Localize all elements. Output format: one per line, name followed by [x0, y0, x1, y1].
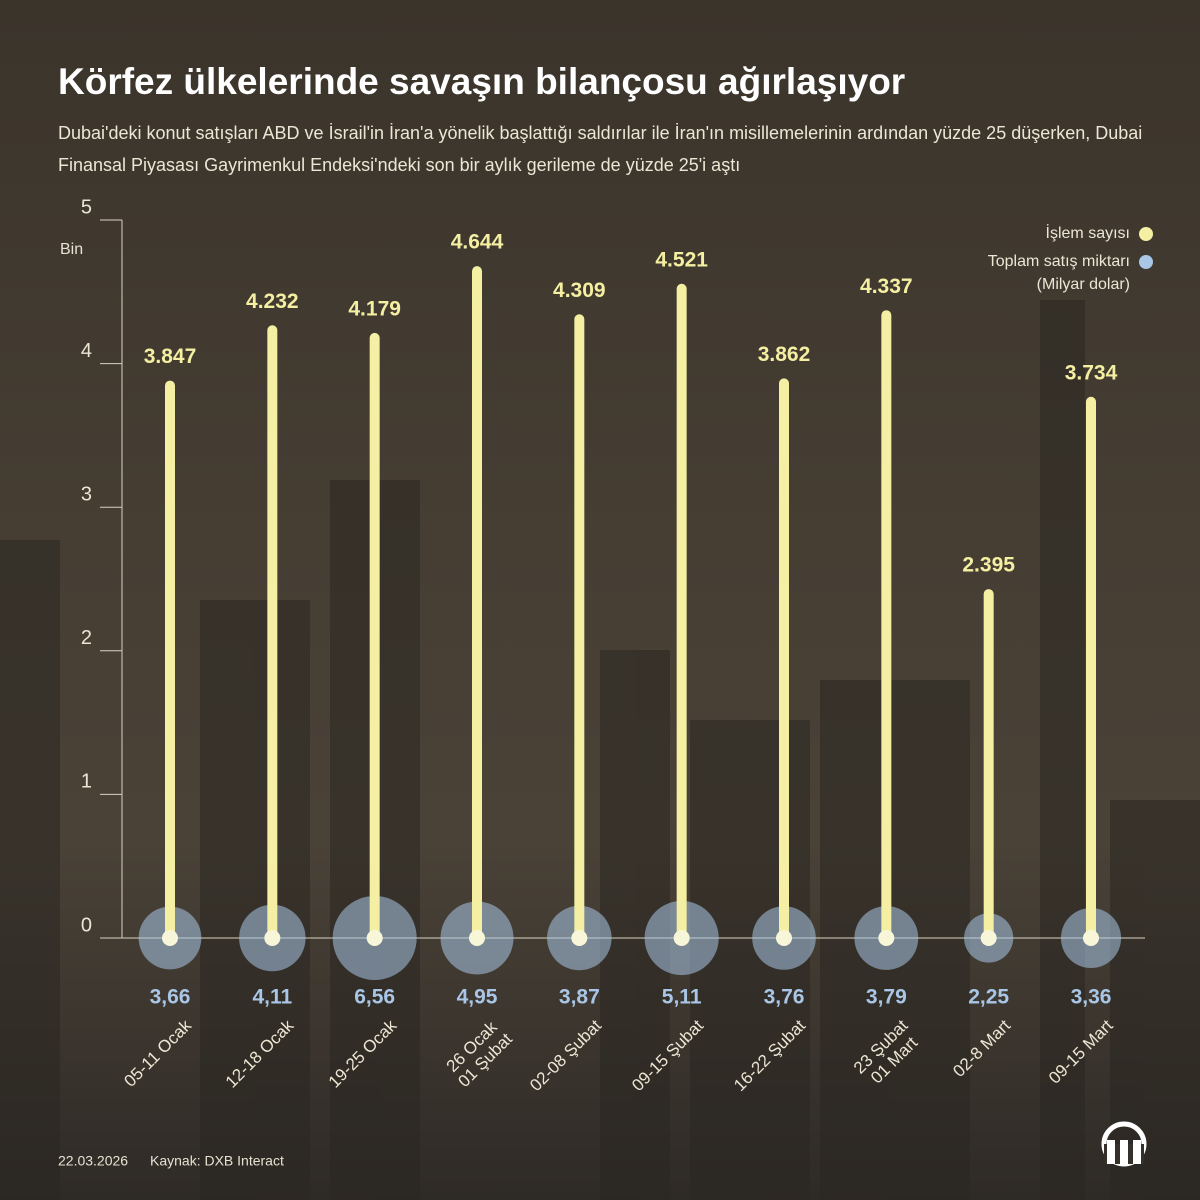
y-unit: Bin — [60, 241, 83, 258]
value-label: 3.862 — [758, 343, 811, 366]
bubble-label: 3,36 — [1071, 986, 1112, 1009]
bubble-label: 5,11 — [662, 986, 702, 1009]
background-buildings — [0, 300, 1200, 1200]
date: 22.03.2026 — [58, 1153, 128, 1169]
base-dot — [776, 930, 792, 946]
base-dot — [264, 930, 281, 946]
base-dot — [571, 930, 588, 946]
chart-title: Körfez ülkelerinde savaşın bilançosu ağı… — [58, 61, 905, 102]
value-label: 4.337 — [860, 275, 913, 298]
base-dot — [366, 930, 383, 946]
base-dot — [469, 930, 485, 946]
y-tick-label: 5 — [81, 196, 92, 218]
base-dot — [162, 930, 178, 946]
value-label: 4.179 — [348, 297, 401, 320]
bubble-label: 3,76 — [764, 986, 805, 1009]
base-dot — [1083, 930, 1099, 946]
y-tick-label: 1 — [81, 771, 92, 793]
legend-unit: (Milyar dolar) — [1037, 276, 1130, 293]
y-tick-label: 3 — [81, 483, 92, 505]
subtitle: Dubai'deki konut satışları ABD ve İsrail… — [58, 123, 1143, 175]
bubble-label: 4,11 — [252, 986, 292, 1009]
y-tick-label: 0 — [81, 914, 92, 936]
value-label: 4.232 — [246, 290, 299, 313]
bubble-label: 3,79 — [866, 986, 907, 1009]
source: Kaynak: DXB Interact — [150, 1153, 284, 1169]
base-dot — [980, 930, 997, 946]
base-dot — [878, 930, 895, 946]
legend-swatch — [1139, 255, 1153, 269]
legend-swatch — [1139, 227, 1153, 241]
value-label: 4.521 — [655, 248, 708, 271]
bubble-label: 6,56 — [354, 986, 395, 1009]
legend-label: İşlem sayısı — [1046, 223, 1130, 242]
bubble-label: 3,87 — [559, 986, 600, 1009]
value-label: 2.395 — [962, 554, 1015, 577]
logo — [1101, 1121, 1147, 1167]
value-label: 3.734 — [1065, 361, 1118, 384]
bubble-label: 4,95 — [457, 986, 498, 1009]
value-label: 3.847 — [144, 345, 197, 368]
legend-label: Toplam satış miktarı — [988, 253, 1130, 270]
value-label: 4.644 — [451, 231, 504, 254]
bubble-label: 3,66 — [150, 986, 191, 1009]
base-dot — [673, 930, 690, 946]
y-tick-label: 4 — [81, 340, 92, 362]
value-label: 4.309 — [553, 279, 606, 302]
bubble-label: 2,25 — [968, 986, 1009, 1009]
y-tick-label: 2 — [81, 627, 92, 649]
